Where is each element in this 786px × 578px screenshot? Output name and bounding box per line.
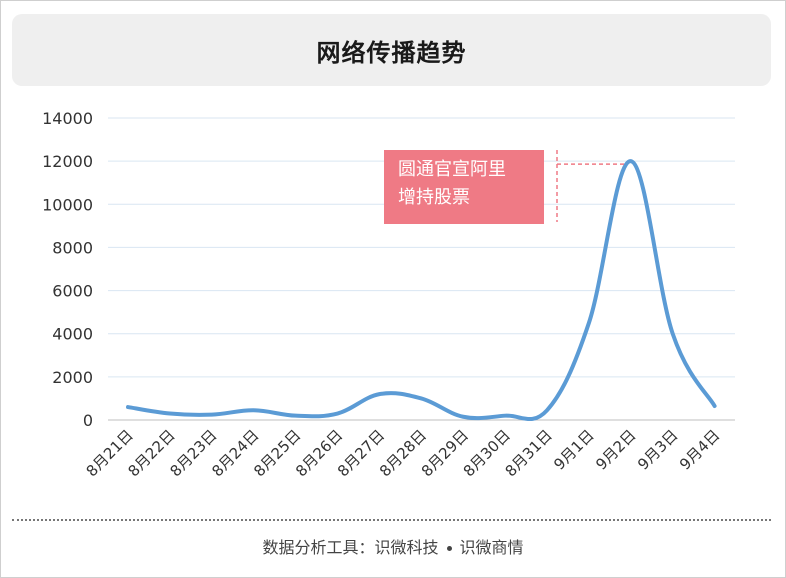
annotation-box: 圆通官宣阿里 增持股票: [384, 150, 544, 224]
y-tick-label: 8000: [52, 238, 93, 257]
y-tick-label: 10000: [42, 195, 93, 214]
x-tick-label: 9月2日: [592, 426, 639, 473]
y-tick-label: 0: [83, 411, 93, 430]
y-axis: 0 2000 4000 6000 8000 10000 12000 14000: [42, 109, 93, 430]
series-line: [126, 159, 717, 422]
x-tick-label: 9月1日: [550, 426, 597, 473]
x-tick-label: 8月31日: [502, 426, 556, 480]
y-tick-label: 4000: [52, 325, 93, 344]
footer-source: 数据分析工具：识微科技: [262, 538, 439, 557]
y-tick-label: 6000: [52, 282, 93, 301]
chart-title: 网络传播趋势: [316, 38, 467, 67]
annotation-line-1: 圆通官宣阿里: [398, 159, 506, 180]
x-axis: 8月21日8月22日8月23日8月24日8月25日8月26日8月27日8月28日…: [83, 426, 724, 480]
footer: 数据分析工具：识微科技 识微商情: [0, 534, 786, 558]
footer-dot: [446, 546, 452, 551]
title-bar: 网络传播趋势: [12, 14, 771, 86]
footer-brand: 识微商情: [459, 538, 524, 557]
annotation-line-2: 增持股票: [398, 187, 470, 208]
x-tick-label: 9月3日: [634, 426, 681, 473]
grid: [108, 117, 735, 421]
y-tick-label: 12000: [42, 152, 93, 171]
y-tick-label: 14000: [42, 109, 93, 128]
footer-divider: [12, 519, 771, 521]
x-tick-label: 9月4日: [676, 426, 723, 473]
y-tick-label: 2000: [52, 368, 93, 387]
